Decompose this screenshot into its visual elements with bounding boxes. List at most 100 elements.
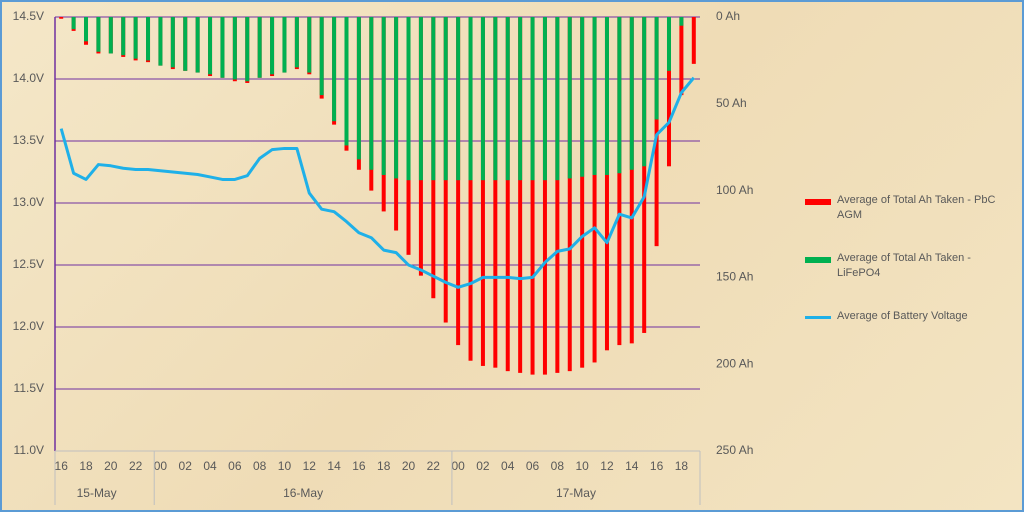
x-tick-label: 20 [402,459,416,473]
bar [567,17,572,372]
bar [418,17,423,181]
bar [121,17,126,56]
y-tick-label: 12.5V [13,257,44,271]
bar [604,17,609,351]
bar [369,17,374,170]
bar [183,17,188,71]
bar [654,17,659,247]
x-tick-label: 06 [228,459,242,473]
x-tick-label: 16 [352,459,366,473]
bar [381,17,386,175]
bar [282,17,287,73]
bar [629,17,634,170]
x-tick-label: 12 [600,459,614,473]
y2-tick-label: 100 Ah [716,183,753,197]
x-tick-label: 06 [526,459,540,473]
bar [592,17,597,175]
bar [580,17,585,368]
bar [133,17,138,59]
legend-label: Average of Total Ah Taken - LiFePO4 [837,252,971,279]
bar [96,17,101,52]
bar [170,17,175,68]
x-tick-label: 18 [377,459,391,473]
bar [245,17,250,82]
bar [493,17,498,181]
y-tick-label: 11.0V [14,443,44,457]
y2-tick-label: 200 Ah [716,356,753,370]
bar [84,17,89,42]
y-tick-label: 13.5V [13,133,44,147]
legend-item: Average of Total Ah Taken - LiFePO4 [805,251,1015,281]
bar [555,17,560,373]
bar [468,17,473,361]
bar [642,17,647,333]
bar [567,17,572,179]
bar [604,17,609,175]
y-tick-label: 13.0V [13,195,44,209]
bar [332,17,337,122]
bar [493,17,498,368]
bar [480,17,485,181]
bar [456,17,461,346]
bar [642,17,647,167]
bar [108,17,113,54]
bar [344,17,349,146]
x-tick-label: 10 [278,459,292,473]
y-tick-label: 11.5V [14,381,44,395]
x-tick-label: 22 [129,459,143,473]
bar [319,17,324,96]
bar [654,17,659,120]
bar [270,17,275,75]
bar [443,17,448,181]
legend-label: Average of Total Ah Taken - PbC AGM [837,194,996,221]
bar [431,17,436,181]
bar [530,17,535,375]
x-tick-label: 14 [327,459,341,473]
bar [71,17,76,30]
x-tick-label: 10 [575,459,589,473]
legend-label: Average of Battery Voltage [837,310,968,322]
bar [580,17,585,177]
x-tick-label: 08 [551,459,565,473]
x-tick-label: 18 [675,459,689,473]
bar [617,17,622,174]
y-tick-label: 14.0V [13,71,44,85]
x-group-label: 15-May [77,486,117,500]
y2-tick-label: 250 Ah [716,443,753,457]
bar [158,17,163,66]
bar [220,17,225,78]
bar [59,17,64,19]
bar [592,17,597,363]
x-tick-label: 00 [154,459,168,473]
legend-swatch [805,316,831,319]
x-tick-label: 00 [451,459,465,473]
bar [518,17,523,373]
bar [307,17,312,73]
x-tick-label: 14 [625,459,639,473]
legend-swatch [805,199,831,205]
bar [394,17,399,179]
x-tick-label: 04 [501,459,515,473]
bar [679,17,684,96]
bar [666,17,671,167]
bar [406,17,411,181]
x-tick-label: 12 [303,459,317,473]
x-tick-label: 22 [427,459,441,473]
bar [356,17,361,160]
x-tick-label: 02 [476,459,490,473]
bar [679,17,684,26]
legend: Average of Total Ah Taken - PbC AGM Avera… [805,193,1015,352]
y2-tick-label: 50 Ah [716,96,747,110]
bar [208,17,213,75]
x-tick-label: 08 [253,459,267,473]
y2-tick-label: 150 Ah [716,270,753,284]
line [59,76,695,289]
legend-swatch [805,257,831,263]
bar [666,17,671,71]
y-tick-label: 14.5V [13,9,44,23]
x-tick-label: 16 [55,459,69,473]
bar [542,17,547,181]
